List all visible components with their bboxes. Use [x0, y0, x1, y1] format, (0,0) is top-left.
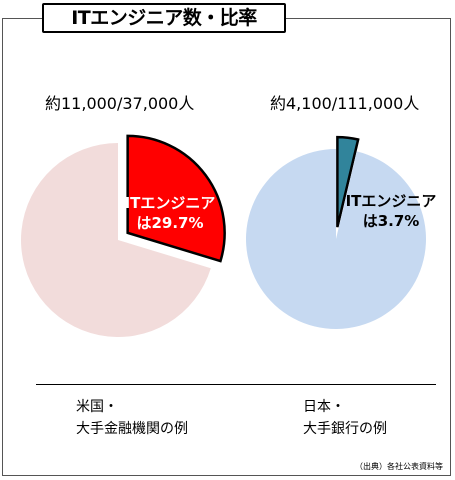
us-slice-label: ITエンジニアは29.7%: [125, 194, 216, 232]
jp-slice-label: ITエンジニアは3.7%: [346, 192, 437, 230]
chart-title: ITエンジニア数・比率: [42, 3, 286, 33]
jp-pie-slice-1: [246, 149, 427, 329]
us-slice-label-line2: は29.7%: [136, 214, 203, 232]
us-pie-slice-0: [126, 134, 226, 263]
jp-caption-line1: 日本・: [303, 399, 345, 415]
us-slice-label-line1: ITエンジニア: [125, 194, 216, 212]
divider-line: [36, 384, 436, 385]
source-note: （出典）各社公表資料等: [355, 462, 443, 471]
us-caption-line1: 米国・: [76, 399, 118, 415]
jp-caption: 日本・ 大手銀行の例: [303, 396, 387, 440]
jp-pie-slice-0: [336, 135, 360, 228]
us-caption: 米国・ 大手金融機関の例: [76, 396, 188, 440]
us-pie-slice-1: [21, 143, 211, 337]
jp-count-label: 約4,100/111,000人: [270, 94, 420, 113]
jp-slice-label-line2: は3.7%: [363, 212, 420, 230]
jp-slice-label-line1: ITエンジニア: [346, 192, 437, 210]
us-caption-line2: 大手金融機関の例: [76, 421, 188, 437]
us-count-label: 約11,000/37,000人: [45, 94, 195, 113]
jp-caption-line2: 大手銀行の例: [303, 421, 387, 437]
